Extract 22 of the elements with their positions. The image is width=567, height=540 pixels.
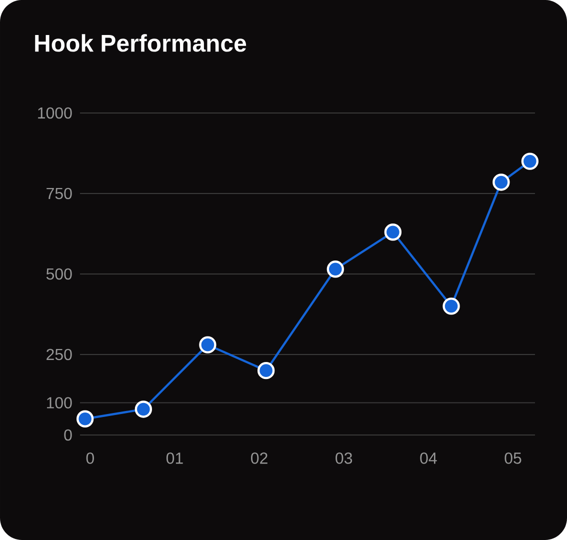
x-tick-label: 03: [336, 452, 352, 464]
y-tick-label: 750: [46, 188, 72, 200]
point: [76, 410, 94, 428]
chart-title: Hook Performance: [35, 34, 246, 52]
y-tick-label: 100: [47, 397, 72, 408]
x-tick-label: 04: [420, 452, 437, 464]
point: [134, 400, 152, 418]
point: [199, 336, 216, 354]
x-tick-label: 05: [504, 452, 522, 464]
point: [492, 174, 510, 191]
x-tick-label: 02: [251, 452, 268, 464]
y-tick-label: 0: [64, 429, 72, 441]
y-tick-label: 1000: [38, 107, 72, 119]
point: [521, 152, 539, 170]
x-tick-label: 0: [86, 452, 94, 464]
point: [442, 298, 460, 315]
y-tick-label: 250: [46, 348, 72, 360]
point: [384, 224, 402, 241]
point: [326, 260, 344, 278]
y-tick-label: 500: [46, 268, 72, 280]
x-tick-label: 01: [166, 452, 183, 464]
point: [257, 362, 275, 380]
